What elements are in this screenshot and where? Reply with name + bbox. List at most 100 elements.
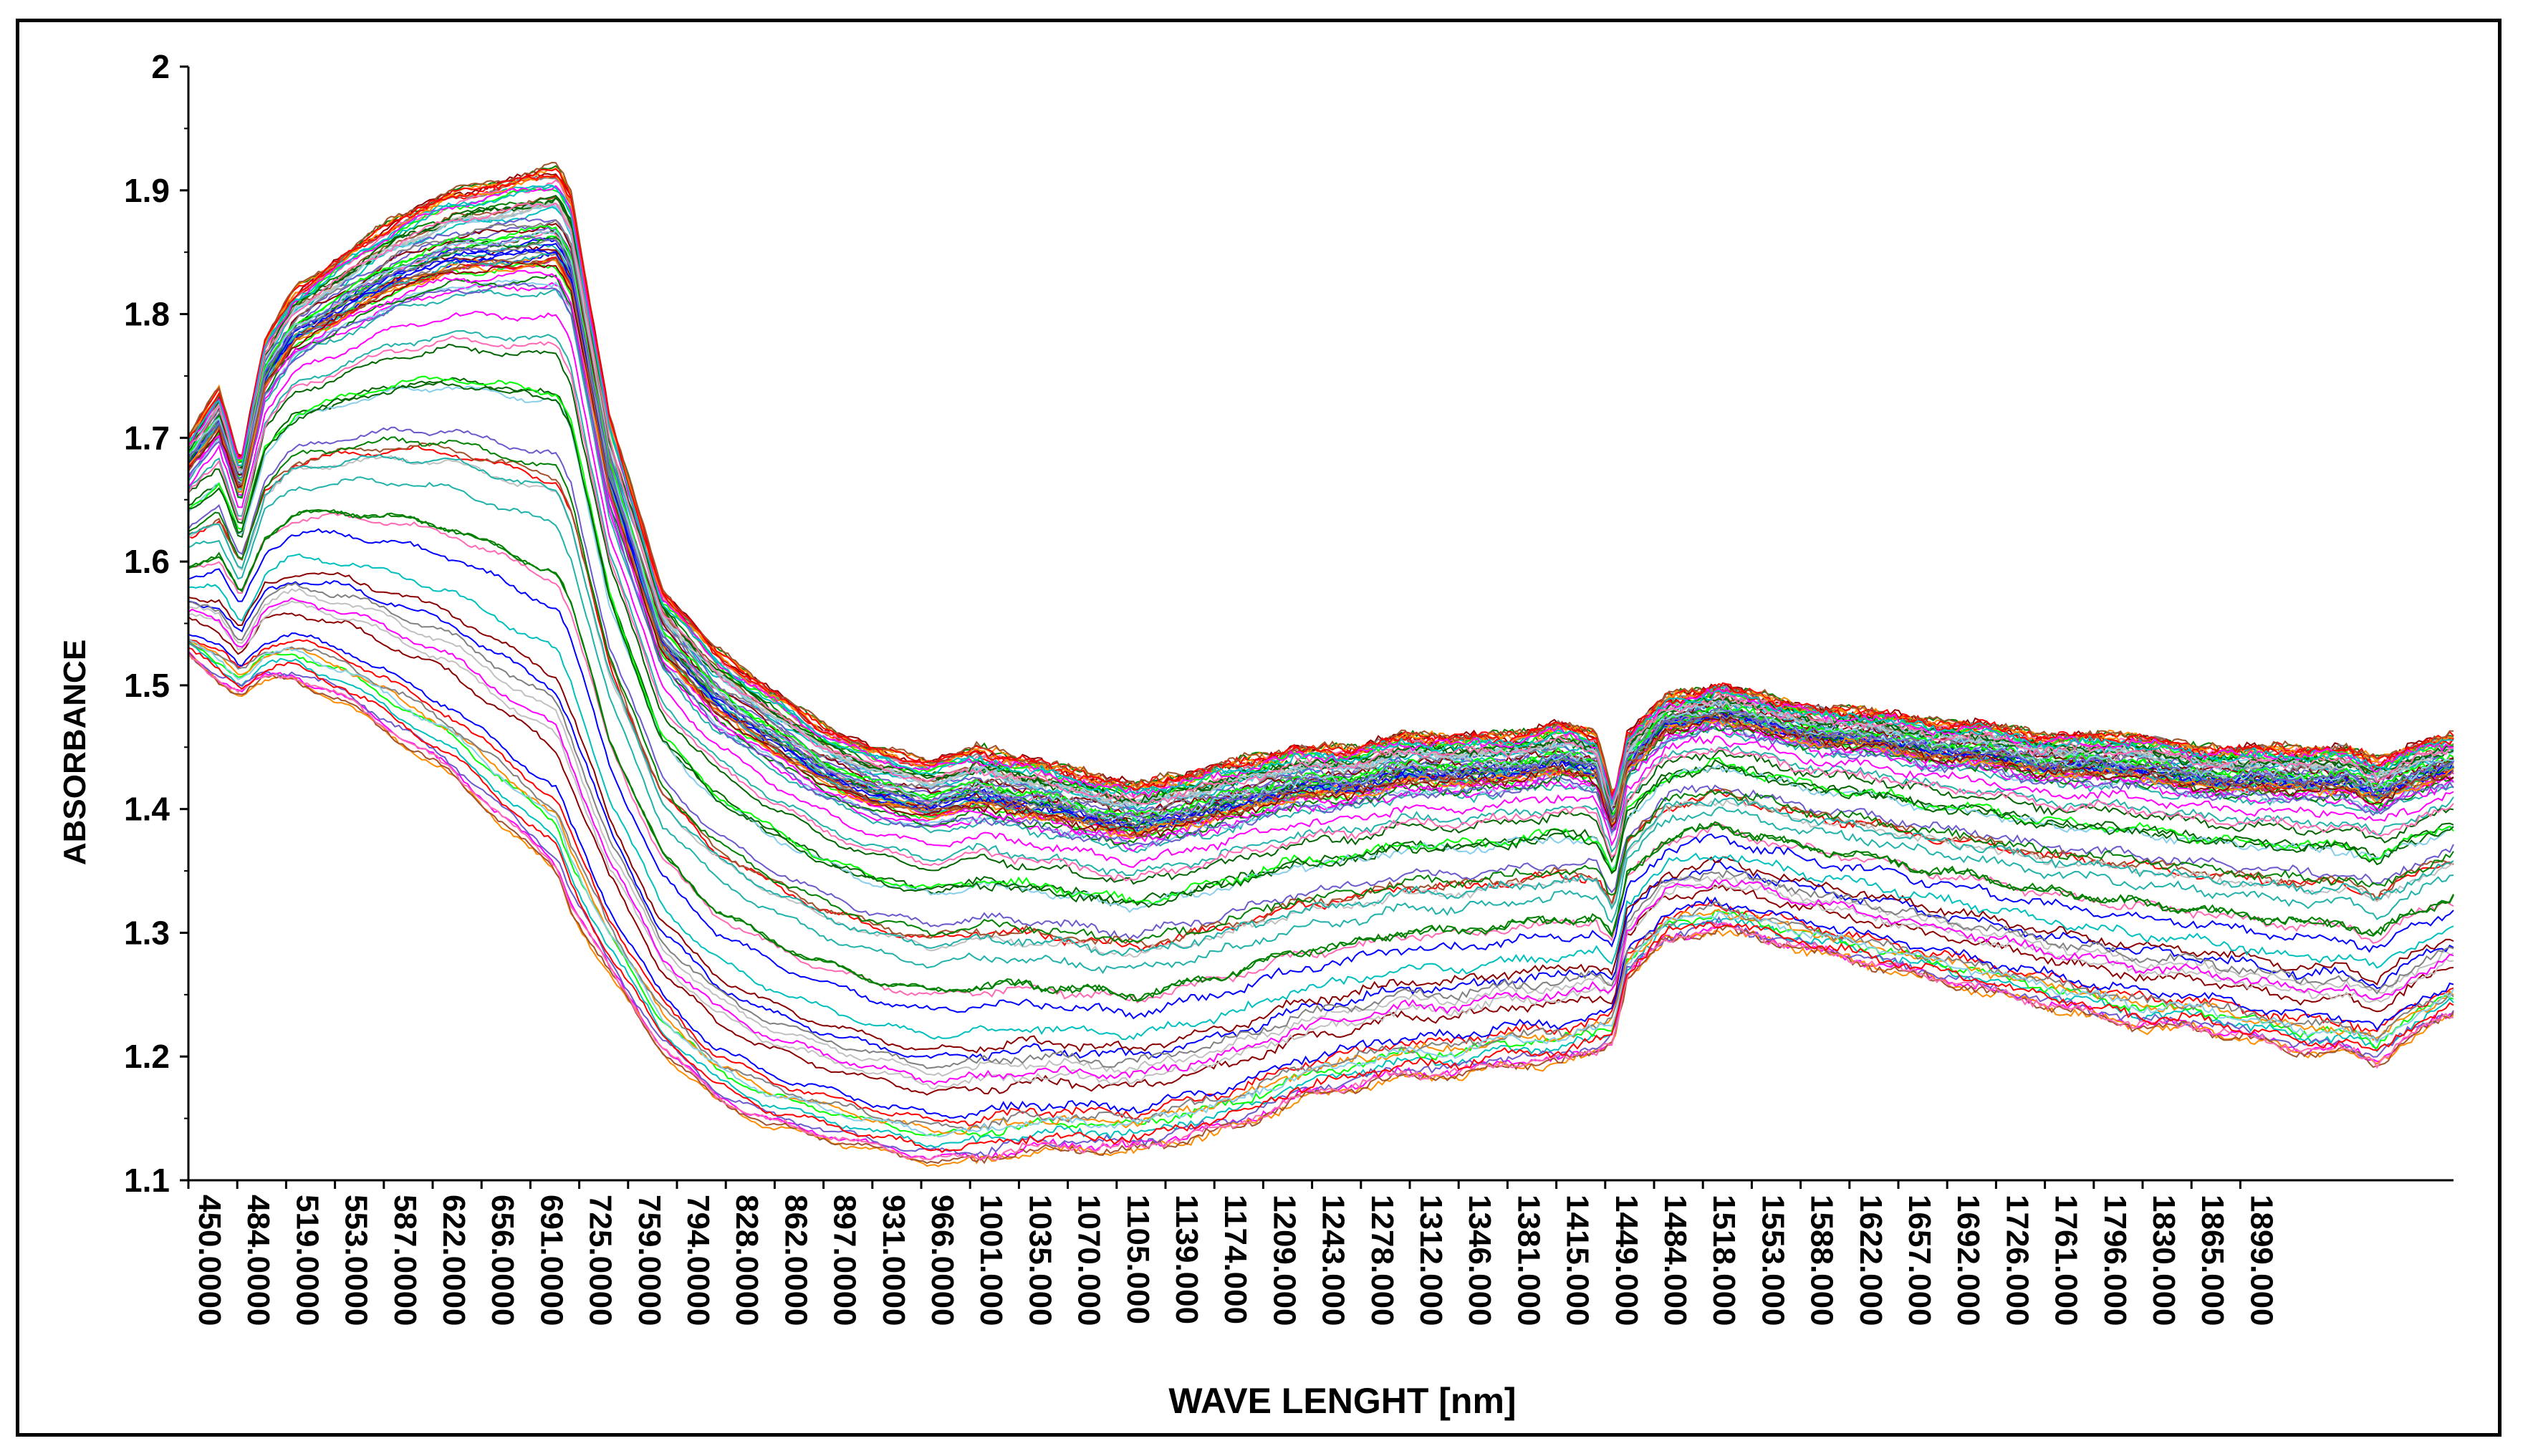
x-tick-label: 759.0000 [632, 1195, 667, 1326]
spectrum-line [188, 453, 2454, 957]
x-tick-label: 450.0000 [192, 1195, 227, 1326]
x-tick-label: 1209.000 [1267, 1195, 1302, 1326]
spectrum-line [188, 185, 2454, 807]
spectrum-line [188, 244, 2454, 826]
spectrum-line [188, 476, 2454, 975]
x-tick-label: 1415.000 [1560, 1195, 1595, 1326]
spectrum-line [188, 235, 2454, 823]
spectrum-line [188, 201, 2454, 809]
x-tick-label: 1346.000 [1462, 1195, 1497, 1326]
x-tick-label: 1622.000 [1853, 1195, 1888, 1326]
x-tick-label: 828.0000 [729, 1195, 764, 1326]
spectrum-line [188, 343, 2454, 885]
spectrum-line [188, 257, 2454, 838]
spectrum-line [188, 174, 2454, 799]
x-tick-label: 931.0000 [876, 1195, 911, 1326]
x-tick-label: 1796.000 [2097, 1195, 2133, 1326]
y-tick-label: 1.9 [124, 172, 170, 209]
x-tick-label: 1899.000 [2244, 1195, 2279, 1326]
spectrum-line [188, 600, 2454, 1090]
spectrum-line [188, 225, 2454, 821]
spectrum-line [188, 185, 2454, 803]
x-tick-label: 1105.000 [1120, 1195, 1155, 1324]
x-tick-label: 622.0000 [436, 1195, 471, 1326]
y-tick-label: 1.2 [124, 1038, 170, 1075]
spectrum-line [188, 282, 2454, 847]
chart-frame: 1.1 1.2 1.3 1.4 1.5 1.6 1.7 1.8 1.9 2 450.0000 484… [16, 19, 2502, 1437]
spectrum-line [188, 597, 2454, 1086]
x-tick-label: 1657.000 [1902, 1195, 1937, 1326]
x-tick-label: 1312.000 [1413, 1195, 1448, 1326]
x-tick-label: 587.0000 [388, 1195, 423, 1326]
y-tick-label: 1.4 [124, 791, 170, 828]
spectrum-line [188, 218, 2454, 818]
spectrum-line [188, 528, 2454, 1020]
x-tick-label: 794.0000 [681, 1195, 716, 1326]
spectrum-line [188, 310, 2454, 868]
x-tick-label: 1518.000 [1706, 1195, 1741, 1326]
spectrum-line [188, 196, 2454, 808]
x-tick-label: 1726.000 [1999, 1195, 2034, 1326]
x-tick-label: 553.0000 [339, 1195, 374, 1326]
x-tick-label: 1381.000 [1511, 1195, 1546, 1326]
x-tick-label: 1761.000 [2049, 1195, 2084, 1326]
spectra-chart: 1.1 1.2 1.3 1.4 1.5 1.6 1.7 1.8 1.9 2 450.0000 484… [57, 48, 2454, 1421]
spectrum-line [188, 176, 2454, 796]
x-tick-label: 691.0000 [534, 1195, 569, 1326]
x-tick-label: 897.0000 [827, 1195, 862, 1326]
spectrum-line [188, 335, 2454, 882]
spectrum-line [188, 580, 2454, 1061]
spectrum-line [188, 612, 2454, 1096]
spectrum-line [188, 588, 2454, 1077]
spectrum-line [188, 512, 2454, 1004]
spectrum-line [188, 230, 2454, 823]
x-tick-label: 862.0000 [778, 1195, 813, 1326]
spectrum-line [188, 652, 2454, 1157]
spectrum-line [188, 508, 2454, 1003]
spectrum-line [188, 161, 2454, 796]
x-tick-label: 656.0000 [485, 1195, 520, 1326]
spectrum-line [188, 196, 2454, 806]
y-tick-label: 1.6 [124, 543, 170, 580]
spectrum-line [188, 642, 2454, 1148]
spectrum-line [188, 647, 2454, 1153]
x-tick-label: 1692.000 [1951, 1195, 1986, 1326]
x-tick-label: 1588.000 [1804, 1195, 1840, 1326]
spectrum-line [188, 632, 2454, 1119]
spectrum-line [188, 202, 2454, 806]
spectrum-line [188, 225, 2454, 818]
x-tick-label: 725.0000 [583, 1195, 618, 1326]
x-tick-label: 1830.000 [2146, 1195, 2181, 1326]
x-tick-label: 484.0000 [241, 1195, 276, 1326]
x-tick-label: 1070.000 [1072, 1195, 1107, 1326]
y-tick-label: 1.8 [124, 296, 170, 333]
x-axis-ticks: 450.0000 484.0000 519.0000 553.0000 587.0000… [187, 1180, 2279, 1326]
spectrum-line [188, 259, 2454, 839]
y-tick-label: 1.7 [124, 419, 170, 456]
spectrum-line [188, 640, 2454, 1135]
y-tick-label: 2 [151, 48, 170, 85]
y-tick-label: 1.1 [124, 1162, 170, 1199]
x-tick-label: 966.0000 [925, 1195, 960, 1326]
x-tick-label: 1553.000 [1755, 1195, 1790, 1326]
spectrum-line [188, 380, 2454, 908]
x-tick-label: 1139.000 [1169, 1195, 1204, 1324]
x-tick-label: 1278.000 [1365, 1195, 1400, 1326]
y-axis-title: ABSORBANCE [57, 640, 92, 865]
x-tick-label: 1484.000 [1658, 1195, 1693, 1326]
spectrum-line [188, 202, 2454, 809]
spectrum-line [188, 436, 2454, 943]
spectrum-line [188, 279, 2454, 849]
spectrum-line [188, 203, 2454, 809]
spectrum-line [188, 638, 2454, 1127]
spectrum-line [188, 455, 2454, 958]
spectrum-line [188, 195, 2454, 806]
spectrum-line [188, 206, 2454, 812]
spectrum-line [188, 223, 2454, 818]
x-tick-label: 1174.000 [1218, 1195, 1253, 1324]
x-tick-label: 1865.000 [2195, 1195, 2230, 1326]
spectrum-line [188, 653, 2454, 1161]
spectrum-line [188, 638, 2454, 1138]
spectrum-line [188, 426, 2454, 940]
spectrum-line [188, 445, 2454, 952]
